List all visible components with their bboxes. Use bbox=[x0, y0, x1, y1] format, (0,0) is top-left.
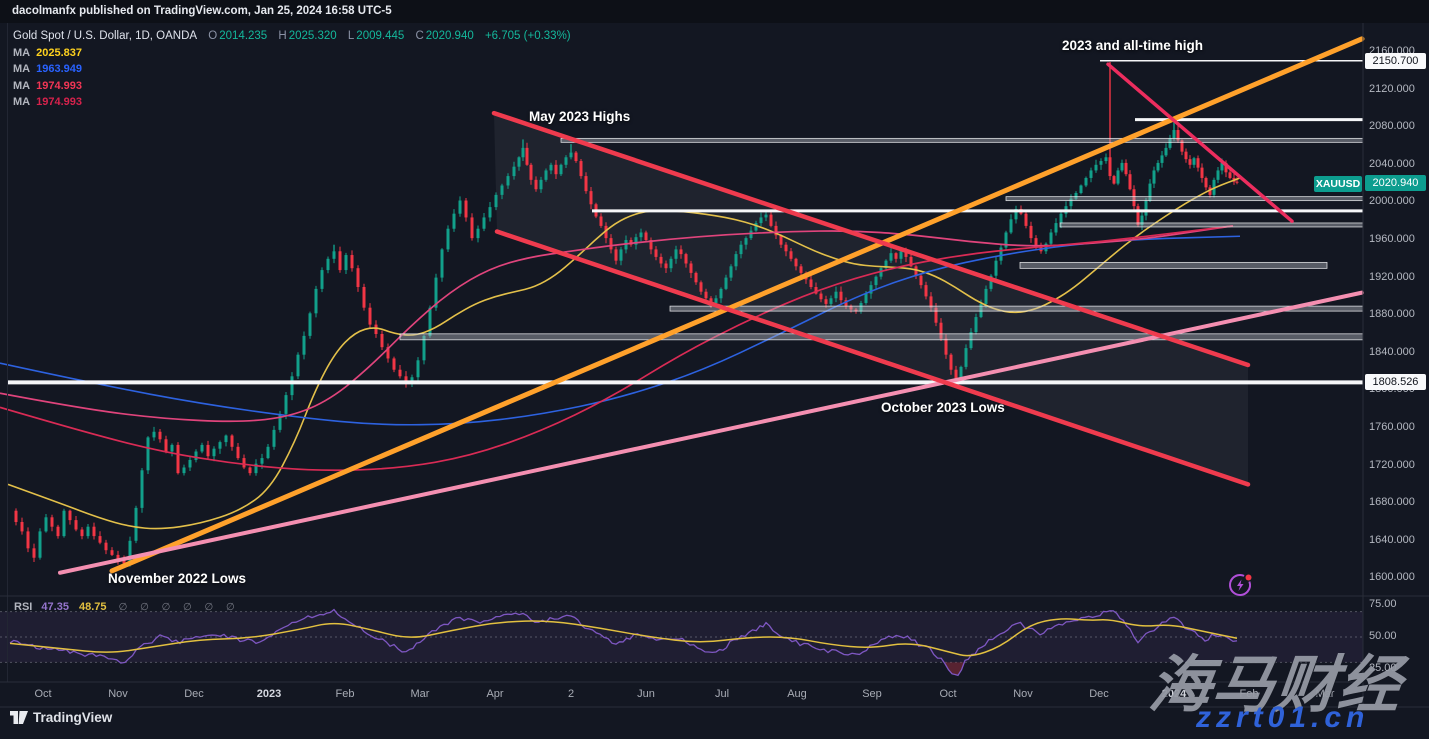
resistance-zone[interactable] bbox=[399, 333, 1364, 341]
ascending-orange-trendline[interactable] bbox=[109, 36, 1365, 574]
time-tick-label: Aug bbox=[787, 688, 807, 700]
resistance-zone[interactable] bbox=[669, 305, 1364, 312]
price-tick-label: 1960.000 bbox=[1369, 233, 1415, 245]
open-label: O bbox=[208, 30, 218, 42]
channel-fill bbox=[494, 113, 1248, 485]
rsi-legend[interactable]: RSI 47.35 48.75 ∅ ∅ ∅ ∅ ∅ ∅ bbox=[14, 601, 240, 613]
tradingview-logo-icon bbox=[10, 711, 28, 724]
level-price-badge[interactable]: 2150.700 bbox=[1365, 52, 1426, 69]
time-tick-label: Nov bbox=[1013, 688, 1033, 700]
descending-magenta-trendline[interactable] bbox=[1106, 62, 1294, 223]
time-tick-label: Oct bbox=[939, 688, 957, 700]
annotation-label: May 2023 Highs bbox=[529, 109, 631, 124]
price-tick-label: 2120.000 bbox=[1369, 82, 1415, 95]
close-label: C bbox=[415, 30, 424, 42]
tradingview-logo-text: TradingView bbox=[33, 710, 113, 725]
price-tick-label: 1680.000 bbox=[1369, 496, 1415, 509]
ma-blue-line bbox=[0, 235, 1241, 426]
resistance-zone[interactable] bbox=[1019, 261, 1328, 269]
ma-pink-line bbox=[0, 225, 1234, 423]
rsi-ma-value: 48.75 bbox=[79, 601, 107, 613]
time-tick-label: Sep bbox=[862, 688, 882, 700]
rsi-ma-line bbox=[9, 618, 1238, 657]
publish-header: dacolmanfx published on TradingView.com,… bbox=[0, 0, 1429, 23]
symbol-title-row[interactable]: Gold Spot / U.S. Dollar, 1D, OANDA O 2014… bbox=[13, 30, 573, 42]
annotation-label: November 2022 Lows bbox=[108, 571, 247, 586]
ma-row-3[interactable]: MA 1974.993 bbox=[13, 80, 573, 92]
high-label: H bbox=[278, 30, 287, 42]
ma-row-2[interactable]: MA 1963.949 bbox=[13, 63, 573, 75]
price-tick-label: 1880.000 bbox=[1369, 308, 1415, 321]
last-price-badge[interactable]: 2020.940 bbox=[1365, 174, 1426, 191]
rsi-label: RSI bbox=[14, 601, 33, 613]
annotation-label: 2023 and all-time high bbox=[1062, 38, 1204, 53]
tradingview-logo[interactable]: TradingView bbox=[10, 710, 112, 725]
symbol-flag-badge[interactable]: XAUUSD bbox=[1314, 176, 1362, 192]
watermark-url: zzrt01.cn bbox=[1196, 701, 1370, 734]
resistance-zone[interactable] bbox=[560, 137, 1364, 143]
price-tick-label: 1600.000 bbox=[1369, 571, 1415, 584]
rsi-value: 47.35 bbox=[41, 601, 69, 613]
open-value: 2014.235 bbox=[219, 30, 268, 42]
time-tick-label: Oct bbox=[34, 688, 52, 700]
ma-value: 1974.993 bbox=[36, 96, 82, 108]
price-tick-label: 1760.000 bbox=[1369, 421, 1415, 433]
rsi-line bbox=[9, 608, 1238, 677]
time-tick-label: 2024 bbox=[1161, 688, 1187, 700]
time-tick-label: Jul bbox=[714, 688, 730, 700]
flash-boost-icon[interactable] bbox=[1226, 570, 1256, 600]
time-tick-label: Dec bbox=[1089, 688, 1109, 700]
time-tick-label: Feb bbox=[1239, 688, 1259, 700]
rsi-empty-values: ∅ ∅ ∅ ∅ ∅ ∅ bbox=[118, 602, 240, 613]
time-tick-label: 2 bbox=[567, 688, 575, 700]
ma-value: 1963.949 bbox=[36, 63, 82, 75]
rsi-oversold-fill bbox=[120, 662, 966, 676]
level-price-badge[interactable]: 1808.526 bbox=[1365, 374, 1426, 391]
time-tick-label: Mar bbox=[1315, 688, 1335, 700]
rsi-tick-label: 50.00 bbox=[1369, 630, 1397, 642]
time-tick-label: Mar bbox=[410, 688, 430, 700]
rsi-tick-label: 75.00 bbox=[1369, 598, 1397, 611]
channel-bottom-red-trendline[interactable] bbox=[494, 229, 1251, 487]
time-tick-label: 2023 bbox=[256, 688, 282, 700]
ma-row-4[interactable]: MA 1974.993 bbox=[13, 96, 573, 108]
ma-label: MA bbox=[13, 63, 31, 75]
price-tick-label: 1840.000 bbox=[1369, 345, 1415, 358]
price-tick-label: 1920.000 bbox=[1369, 270, 1415, 283]
resistance-zone[interactable] bbox=[1005, 196, 1364, 202]
price-tick-label: 2000.000 bbox=[1369, 195, 1415, 208]
symbol-title[interactable]: Gold Spot / U.S. Dollar, 1D, OANDA bbox=[13, 30, 198, 42]
ma-label: MA bbox=[13, 46, 31, 59]
low-label: L bbox=[347, 30, 355, 42]
rsi-tick-label: 25.00 bbox=[1369, 661, 1397, 674]
low-value: 2009.445 bbox=[356, 30, 405, 42]
time-tick-label: Jun bbox=[637, 688, 655, 700]
time-tick-label: Apr bbox=[486, 688, 504, 700]
price-tick-label: 2080.000 bbox=[1369, 120, 1415, 133]
time-tick-label: Feb bbox=[335, 688, 355, 700]
change-value: +6.705 (+0.33%) bbox=[484, 30, 571, 42]
price-tick-label: 2040.000 bbox=[1369, 157, 1415, 170]
channel-top-red-trendline[interactable] bbox=[491, 110, 1251, 368]
price-tick-label: 1640.000 bbox=[1369, 533, 1415, 546]
high-value: 2025.320 bbox=[288, 30, 337, 42]
ma-value: 2025.837 bbox=[36, 46, 82, 59]
time-tick-label: Dec bbox=[184, 688, 204, 700]
ma-red-line bbox=[0, 225, 1234, 472]
price-tick-label: 1720.000 bbox=[1369, 458, 1415, 471]
time-tick-label: Nov bbox=[108, 688, 128, 700]
close-value: 2020.940 bbox=[425, 30, 474, 42]
chart-legend[interactable]: Gold Spot / U.S. Dollar, 1D, OANDA O 2014… bbox=[13, 30, 573, 108]
ma-value: 1974.993 bbox=[36, 79, 82, 92]
ascending-pink-trendline[interactable] bbox=[58, 290, 1364, 575]
ma-row-1[interactable]: MA 2025.837 bbox=[13, 47, 573, 59]
publish-info: dacolmanfx published on TradingView.com,… bbox=[12, 5, 392, 17]
ma-label: MA bbox=[13, 79, 31, 92]
annotation-label: October 2023 Lows bbox=[881, 400, 1005, 415]
resistance-zone[interactable] bbox=[1059, 222, 1364, 228]
ma-label: MA bbox=[13, 96, 31, 108]
